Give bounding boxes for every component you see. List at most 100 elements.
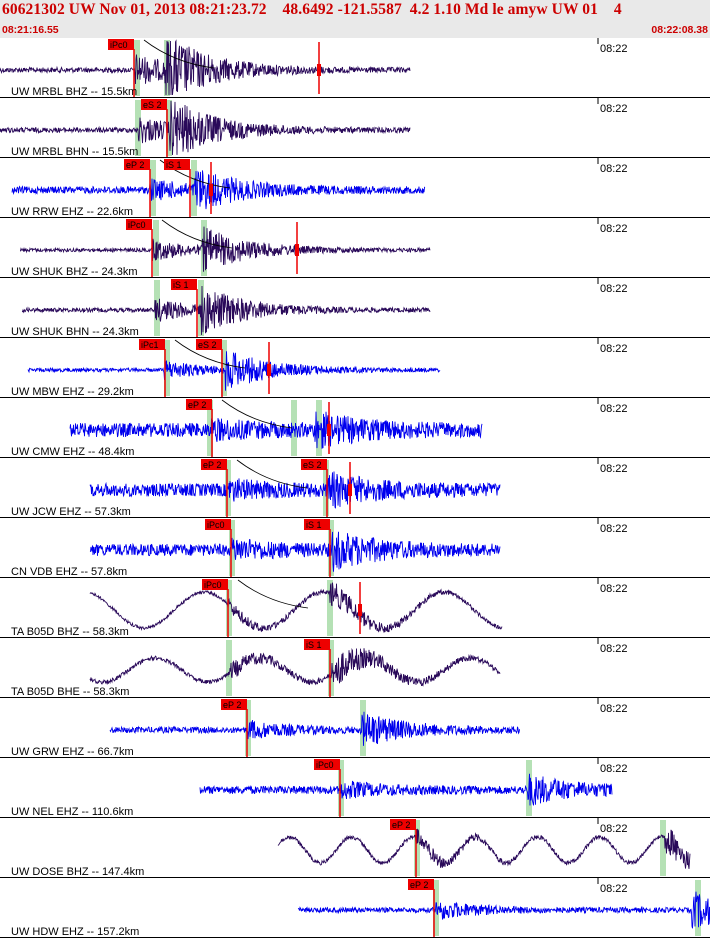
amplitude-marker-peak — [327, 424, 331, 436]
minute-label: 08:22 — [600, 43, 628, 55]
pick-label: eS 2 — [303, 460, 322, 470]
trace-row: eS 2 08:22 UW MRBL BHN -- 15.5km — [0, 98, 710, 158]
trace-row: iPc0 08:22 UW NEL EHZ -- 110.6km — [0, 758, 710, 818]
waveform — [0, 100, 411, 156]
trace-row: iS 1 08:22 TA B05D BHE -- 58.3km — [0, 638, 710, 698]
minute-label: 08:22 — [600, 823, 628, 835]
trace-row: eP 2 08:22 UW CMW EHZ -- 48.4km — [0, 398, 710, 458]
pick-box — [164, 159, 190, 170]
waveform — [277, 828, 691, 869]
pick-label: eS 2 — [143, 100, 162, 110]
pick-label: iPc1 — [141, 340, 159, 350]
station-label: UW DOSE BHZ -- 147.4km — [11, 866, 144, 878]
travel-time-curve — [174, 339, 246, 369]
pick-label: eP 2 — [203, 460, 221, 470]
station-label: UW MRBL BHZ -- 15.5km — [11, 86, 137, 98]
pick-label: iS 1 — [306, 640, 322, 650]
pick-box — [202, 579, 228, 590]
minute-label: 08:22 — [600, 583, 628, 595]
minute-label: 08:22 — [600, 343, 628, 355]
pick-label: iPc0 — [128, 220, 146, 230]
pick-band — [226, 640, 232, 696]
amplitude-marker-peak — [317, 64, 321, 76]
pick-label: iPc0 — [204, 580, 222, 590]
trace-row: iPc0 08:22 UW SHUK BHZ -- 24.3km — [0, 218, 710, 278]
pick-box — [108, 39, 134, 50]
station-label: UW RRW EHZ -- 22.6km — [11, 206, 133, 218]
pick-band — [229, 520, 235, 576]
pick-label: eS 2 — [198, 340, 217, 350]
minute-label: 08:22 — [600, 703, 628, 715]
trace-row: eP 2 iS 1 08:22 UW RRW EHZ -- 22.6km — [0, 158, 710, 218]
station-label: UW MRBL BHN -- 15.5km — [11, 146, 138, 158]
station-label: UW CMW EHZ -- 48.4km — [11, 446, 134, 458]
trace-row: eP 2 08:22 UW DOSE BHZ -- 147.4km — [0, 818, 710, 878]
pick-label: iS 1 — [173, 280, 189, 290]
pick-label: eP 2 — [392, 820, 410, 830]
pick-box — [196, 339, 222, 350]
waveform — [27, 351, 441, 391]
pick-box — [139, 339, 165, 350]
waveform — [199, 773, 613, 806]
pick-box — [304, 519, 330, 530]
pick-box — [205, 519, 231, 530]
waveform — [89, 582, 503, 633]
minute-label: 08:22 — [600, 883, 628, 895]
waveform — [20, 226, 431, 272]
travel-time-curve — [143, 39, 215, 69]
waveform — [89, 647, 501, 687]
amplitude-marker-peak — [295, 244, 299, 256]
trace-row: iPc0 08:22 TA B05D BHZ -- 58.3km — [0, 578, 710, 638]
amplitude-marker-peak — [358, 604, 362, 616]
pick-label: eP 2 — [410, 880, 428, 890]
station-label: UW NEL EHZ -- 110.6km — [11, 806, 133, 818]
waveform — [109, 711, 520, 746]
pick-band — [328, 640, 334, 696]
seismogram-panel: iPc0 08:22 UW MRBL BHZ -- 15.5km eS 2 08:22 U… — [0, 38, 710, 938]
trace-row: eP 2 08:22 UW HDW EHZ -- 157.2km — [0, 878, 710, 938]
pick-band — [221, 340, 227, 396]
pick-band — [327, 580, 333, 636]
trace-row: iPc1 eS 2 08:22 UW MBW EHZ -- 29.2km — [0, 338, 710, 398]
travel-time-curve — [221, 399, 293, 429]
trace-row: eP 2 08:22 UW GRW EHZ -- 66.7km — [0, 698, 710, 758]
station-label: UW GRW EHZ -- 66.7km — [11, 746, 134, 758]
minute-label: 08:22 — [600, 643, 628, 655]
waveform — [297, 891, 710, 929]
pick-box — [201, 459, 227, 470]
station-label: TA B05D BHZ -- 58.3km — [11, 626, 129, 638]
amplitude-marker-peak — [267, 364, 271, 376]
amplitude-marker-peak — [348, 484, 352, 496]
pick-band — [135, 100, 141, 156]
pick-box — [221, 699, 247, 710]
waveform — [69, 411, 483, 449]
minute-label: 08:22 — [600, 403, 628, 415]
event-header: 60621302 UW Nov 01, 2013 08:21:23.72 48.… — [0, 0, 710, 38]
event-title: 60621302 UW Nov 01, 2013 08:21:23.72 48.… — [2, 1, 622, 18]
travel-time-curve — [237, 579, 309, 609]
pick-band — [414, 820, 420, 876]
pick-label: iS 1 — [306, 520, 322, 530]
waveform — [21, 285, 431, 336]
station-label: UW HDW EHZ -- 157.2km — [11, 926, 139, 938]
station-label: TA B05D BHE -- 58.3km — [11, 686, 129, 698]
trace-row: iS 1 08:22 UW SHUK BHN -- 24.3km — [0, 278, 710, 338]
station-label: UW SHUK BHN -- 24.3km — [11, 326, 139, 338]
amplitude-marker-peak — [209, 184, 213, 196]
pick-label: eP 2 — [188, 400, 206, 410]
station-label: UW SHUK BHZ -- 24.3km — [11, 266, 138, 278]
pick-box — [304, 639, 330, 650]
minute-label: 08:22 — [600, 763, 628, 775]
pick-label: iPc0 — [110, 40, 128, 50]
pick-label: eP 2 — [126, 160, 144, 170]
minute-label: 08:22 — [600, 463, 628, 475]
station-label: UW JCW EHZ -- 57.3km — [11, 506, 131, 518]
window-end-time: 08:22:08.38 — [651, 24, 708, 36]
pick-box — [186, 399, 212, 410]
station-label: CN VDB EHZ -- 57.8km — [11, 566, 127, 578]
pick-box — [124, 159, 150, 170]
pick-box — [126, 219, 152, 230]
minute-label: 08:22 — [600, 163, 628, 175]
travel-time-curve — [161, 219, 233, 249]
travel-time-curve — [236, 459, 308, 489]
